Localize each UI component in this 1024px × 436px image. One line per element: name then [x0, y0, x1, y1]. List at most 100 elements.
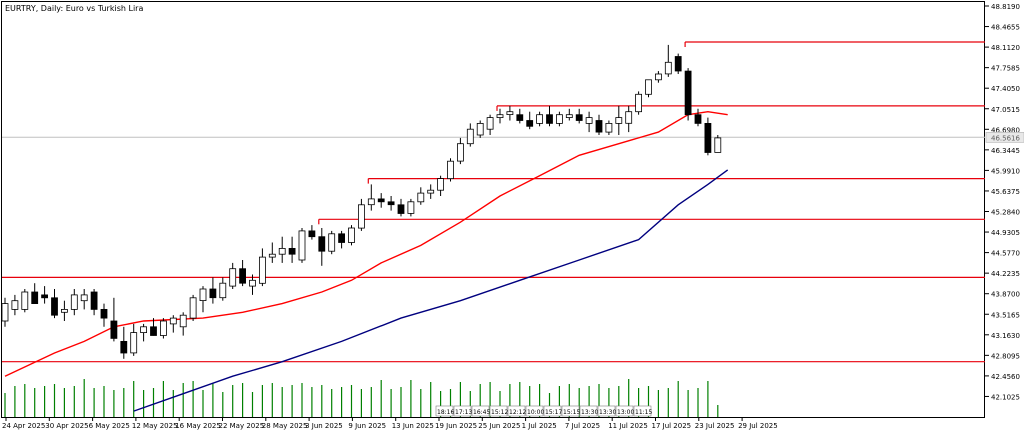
candle	[298, 228, 306, 263]
candle-body	[466, 128, 474, 145]
price-axis: 48.8190 48.4655 48.1120 47.7585 47.4050 47.05…	[985, 3, 1024, 401]
candle-body	[674, 56, 682, 72]
y-tick-label: 42.1025	[991, 393, 1020, 401]
candle-body	[407, 201, 415, 214]
candle	[714, 135, 722, 153]
candle	[120, 326, 128, 359]
candle	[595, 114, 603, 135]
candle-body	[664, 61, 672, 75]
price-tag	[985, 132, 1024, 143]
volume-label: 18:16	[437, 409, 454, 416]
candle-body	[278, 247, 286, 255]
candle-body	[150, 326, 157, 336]
candle-body	[506, 111, 514, 115]
candle	[348, 225, 355, 246]
candle-body	[645, 79, 652, 95]
candle	[417, 187, 425, 205]
candle-body	[1, 303, 9, 322]
y-tick-label: 44.2235	[991, 270, 1020, 278]
candle-body	[239, 268, 247, 284]
candle-body	[536, 114, 543, 124]
volume-label: 15:15	[563, 409, 580, 416]
resistance-levels	[2, 41, 985, 363]
candle	[605, 120, 613, 135]
y-tick-label: 44.9305	[991, 229, 1020, 237]
candle	[308, 225, 316, 240]
candle-body	[397, 204, 405, 214]
candle	[615, 105, 623, 135]
volume-label-box	[615, 405, 634, 417]
volume-label-box	[597, 405, 616, 417]
x-tick-label: 19 Jun 2025	[435, 422, 477, 430]
volume-label-box	[633, 405, 652, 417]
candle-body	[605, 123, 613, 133]
candle-body	[219, 282, 227, 299]
candle	[189, 294, 197, 321]
candle-body	[189, 297, 197, 319]
y-tick-label: 46.3445	[991, 147, 1020, 155]
candle-body	[318, 236, 326, 252]
candle-body	[31, 291, 39, 305]
y-tick-label: 48.8190	[991, 3, 1020, 11]
candle	[268, 242, 276, 263]
y-tick-label: 43.1630	[991, 332, 1020, 340]
candle-body	[229, 268, 237, 287]
volume-label: 12:12	[509, 409, 526, 416]
volume-label: 13:30	[599, 409, 616, 416]
x-tick-label: 28 May 2025	[262, 422, 308, 430]
candle-body	[308, 230, 316, 238]
candle	[150, 318, 157, 336]
x-tick-label: 11 Jul 2025	[608, 422, 648, 430]
candle	[397, 198, 405, 217]
candle-body	[179, 314, 187, 328]
candle-body	[595, 120, 603, 133]
candle-body	[130, 332, 138, 354]
candle	[367, 184, 375, 211]
candle-body	[704, 123, 712, 153]
candle	[645, 79, 652, 98]
candle	[466, 123, 474, 147]
price-tag-label: 46.5616	[991, 134, 1020, 142]
volume-label-box	[453, 405, 472, 417]
candle	[258, 248, 266, 287]
y-tick-label: 47.4050	[991, 85, 1020, 93]
moving-averages	[4, 110, 729, 412]
candle-body	[456, 143, 464, 162]
candle	[536, 111, 543, 127]
candle-body	[655, 73, 662, 81]
candle	[80, 289, 88, 310]
x-tick-label: 3 Jun 2025	[305, 422, 343, 430]
candle	[90, 289, 98, 316]
candle	[476, 120, 484, 138]
volume-label: 16:45	[473, 409, 490, 416]
x-tick-label: 9 Jun 2025	[348, 422, 386, 430]
candle	[546, 105, 553, 127]
x-tick-label: 24 Apr 2025	[2, 422, 45, 430]
candle	[169, 315, 177, 333]
candle	[249, 274, 256, 295]
candle-body	[258, 256, 266, 284]
ma-fast-line	[4, 110, 728, 377]
candle-body	[110, 320, 118, 339]
candle-body	[387, 201, 395, 206]
candle	[61, 300, 68, 321]
x-tick-label: 25 Jun 2025	[478, 422, 520, 430]
volume-label: 15:17	[545, 409, 562, 416]
candle-body	[615, 117, 623, 124]
candle-body	[516, 114, 524, 121]
candle	[674, 53, 682, 74]
candle	[427, 184, 435, 199]
candle	[140, 323, 148, 342]
candle-body	[70, 294, 78, 310]
x-tick-label: 6 May 2025	[89, 422, 130, 430]
candle	[506, 105, 514, 121]
candle	[447, 158, 454, 182]
volume-label: 15:12	[491, 409, 508, 416]
volume-label: 13:30	[581, 409, 598, 416]
volume-label-box	[471, 405, 490, 417]
y-tick-label: 45.9910	[991, 167, 1020, 175]
candle	[575, 108, 583, 124]
candle-body	[328, 233, 336, 252]
candle	[239, 260, 247, 287]
candle-body	[159, 320, 167, 336]
